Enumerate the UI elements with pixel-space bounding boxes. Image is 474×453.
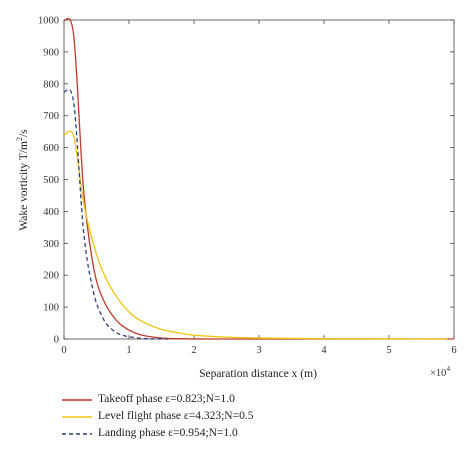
y-axis-label-main: Wake vorticity T/m [18, 141, 30, 231]
x-axis-multiplier-exponent: 4 [446, 364, 450, 373]
y-tick-label: 600 [43, 143, 59, 154]
x-axis-multiplier-base: ×10 [430, 368, 446, 379]
x-tick-label: 2 [191, 345, 196, 356]
series-line-level-flight [63, 130, 448, 340]
y-tick-label: 1000 [38, 16, 59, 27]
y-tick-label: 400 [43, 207, 59, 218]
chart-axes: 0 1 2 3 4 5 6 0 100 200 300 400 500 600 700 800 900 1000 [38, 16, 457, 357]
y-tick-label: 900 [43, 47, 59, 58]
plot-frame [63, 19, 455, 340]
legend-item-landing: Landing phase ε=0.954;N=1.0 [62, 425, 362, 442]
legend-label-landing: Landing phase ε=0.954;N=1.0 [98, 427, 238, 439]
y-tick-label: 100 [43, 303, 59, 314]
x-tick-label: 1 [126, 345, 131, 356]
chart-series [63, 17, 454, 340]
y-tick-label: 300 [43, 239, 59, 250]
legend-label-level-flight: Level flight phase ε=4.323;N=0.5 [98, 410, 254, 422]
legend-item-takeoff: Takeoff phase ε=0.823;N=1.0 [62, 391, 362, 408]
legend-item-level-flight: Level flight phase ε=4.323;N=0.5 [62, 408, 362, 425]
series-line-takeoff [63, 17, 454, 340]
y-tick-label: 0 [54, 335, 59, 346]
y-tick-label: 700 [43, 111, 59, 122]
y-axis-label: Wake vorticity T/m2/s [15, 129, 30, 231]
x-tick-label: 3 [256, 345, 261, 356]
x-tick-label: 0 [61, 345, 66, 356]
y-axis-label-superscript: 2 [15, 137, 24, 141]
y-axis-label-tail: /s [18, 129, 30, 137]
x-axis-multiplier: ×104 [430, 364, 450, 379]
chart-legend: Takeoff phase ε=0.823;N=1.0 Level flight… [62, 391, 362, 442]
x-tick-label: 5 [386, 345, 391, 356]
y-tick-label: 800 [43, 79, 59, 90]
x-tick-label: 4 [321, 345, 327, 356]
legend-swatch-level-flight [62, 416, 92, 418]
legend-label-takeoff: Takeoff phase ε=0.823;N=1.0 [98, 393, 235, 405]
series-line-landing [63, 88, 169, 340]
y-tick-label: 200 [43, 271, 59, 282]
x-tick-label: 6 [451, 345, 456, 356]
legend-swatch-takeoff [62, 399, 92, 401]
x-axis-label: Separation distance x (m) [199, 368, 317, 380]
legend-swatch-landing [62, 433, 92, 435]
y-tick-label: 500 [43, 175, 59, 186]
